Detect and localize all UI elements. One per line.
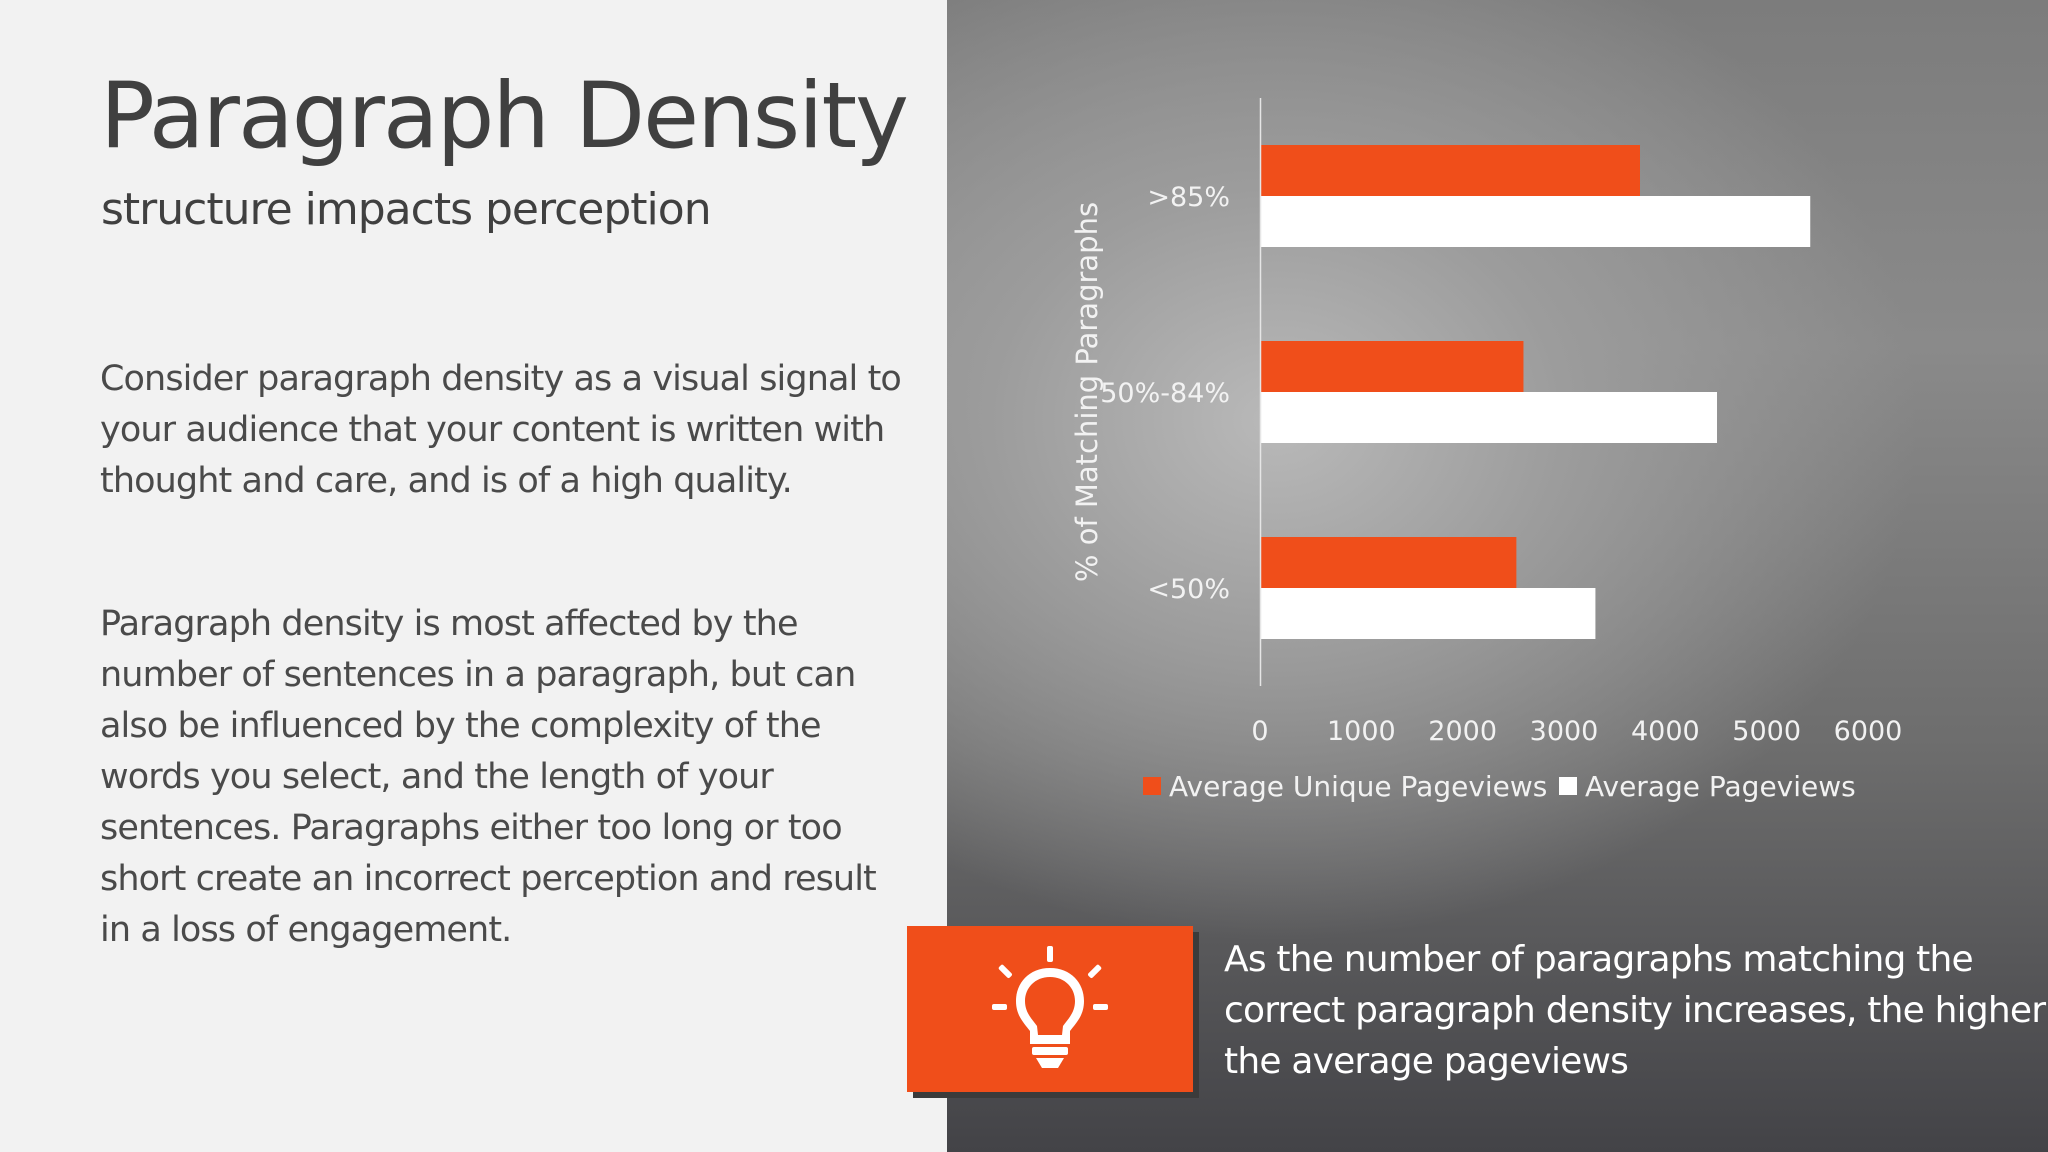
x-tick-label: 0 [1251,716,1268,747]
bar-unique-pageviews [1260,537,1517,588]
text-panel: Paragraph Density structure impacts perc… [0,0,947,1152]
category-label: 50%-84% [1100,378,1230,409]
paragraph-1-line: thought and care, and is of a high quali… [100,461,793,501]
slide-title: Paragraph Density [100,64,909,169]
legend-label: Average Unique Pageviews [1169,770,1547,803]
x-tick-label: 1000 [1327,716,1396,747]
paragraph-2-line: short create an incorrect perception and… [100,859,877,899]
legend-swatch [1559,777,1577,795]
legend-swatch [1143,777,1161,795]
paragraph-2-line: also be influenced by the complexity of … [100,706,822,746]
x-tick-label: 2000 [1428,716,1497,747]
y-axis-title: % of Matching Paragraphs [1070,202,1104,582]
lightbulb-icon [992,946,1108,1068]
paragraph-2-line: sentences. Paragraphs either too long or… [100,808,843,848]
callout-text: As the number of paragraphs matching the… [1224,934,2046,1087]
paragraph-2-line: in a loss of engagement. [100,910,512,950]
slide-subtitle: structure impacts perception [101,184,712,235]
x-tick-label: 3000 [1530,716,1599,747]
x-tick-label: 4000 [1631,716,1700,747]
paragraph-1-line: Consider paragraph density as a visual s… [100,359,902,399]
paragraph-1: Consider paragraph density as a visual s… [100,354,902,507]
paragraph-2-line: Paragraph density is most affected by th… [100,604,798,644]
callout-line: the average pageviews [1224,1041,1629,1082]
bar-pageviews [1260,392,1718,443]
paragraph-2-line: number of sentences in a paragraph, but … [100,655,856,695]
x-tick-label: 5000 [1732,716,1801,747]
category-label: >85% [1147,182,1230,213]
callout-line: As the number of paragraphs matching the [1224,939,1974,980]
callout-icon-box [907,926,1193,1092]
category-label: <50% [1147,574,1230,605]
bar-unique-pageviews [1260,341,1524,392]
bar-pageviews [1260,196,1811,247]
bar-pageviews [1260,588,1596,639]
paragraph-1-line: your audience that your content is writt… [100,410,885,450]
paragraph-2-line: words you select, and the length of your [100,757,774,797]
callout-line: correct paragraph density increases, the… [1224,990,2046,1031]
bar-chart: >85% 50%-84% <50% 0 1000 2000 3000 4000 5000 6000… [1070,98,1903,803]
x-tick-label: 6000 [1834,716,1903,747]
bar-unique-pageviews [1260,145,1640,196]
paragraph-2: Paragraph density is most affected by th… [100,599,877,956]
legend-label: Average Pageviews [1585,770,1856,803]
